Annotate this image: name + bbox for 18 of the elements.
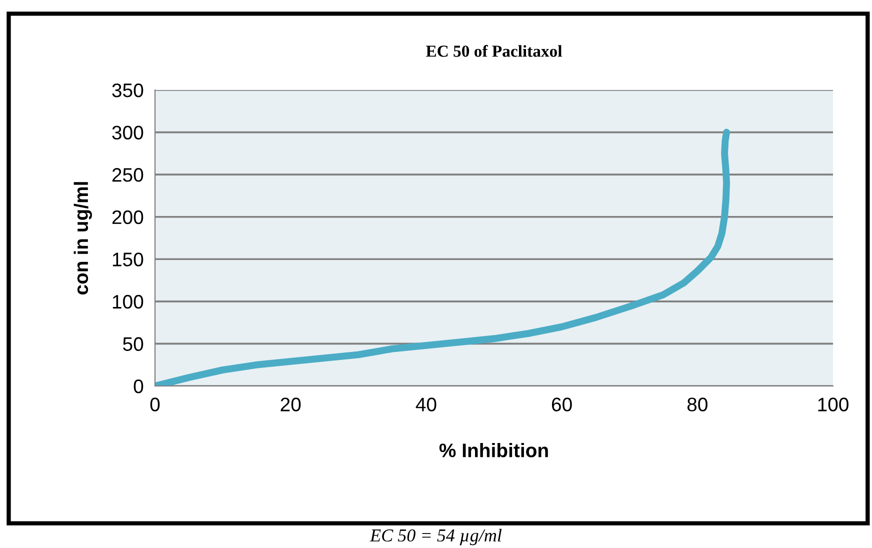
x-tick-label: 0 (150, 398, 160, 412)
y-tick-label: 350 (112, 83, 144, 98)
y-tick-label: 200 (112, 210, 144, 224)
y-axis-title: con in ug/ml (74, 182, 92, 294)
x-axis-title: % Inhibition (439, 443, 548, 458)
text: EC 50 = 54 µg/ml (370, 528, 502, 546)
x-tick-label: 20 (280, 398, 301, 412)
x-tick-label: 40 (416, 398, 436, 412)
x-tick-label: 60 (552, 398, 572, 412)
x-tick-label: 80 (687, 398, 708, 412)
chart-title: EC 50 of Paclitaxol (426, 44, 562, 57)
y-tick-label: 0 (134, 379, 144, 394)
y-tick-label: 150 (112, 252, 144, 266)
x-tick-label: 100 (818, 398, 848, 412)
y-tick-label: 100 (112, 294, 144, 309)
y-tick-label: 300 (112, 126, 144, 140)
y-tick-label: 250 (112, 168, 144, 182)
y-tick-label: 50 (123, 337, 144, 351)
